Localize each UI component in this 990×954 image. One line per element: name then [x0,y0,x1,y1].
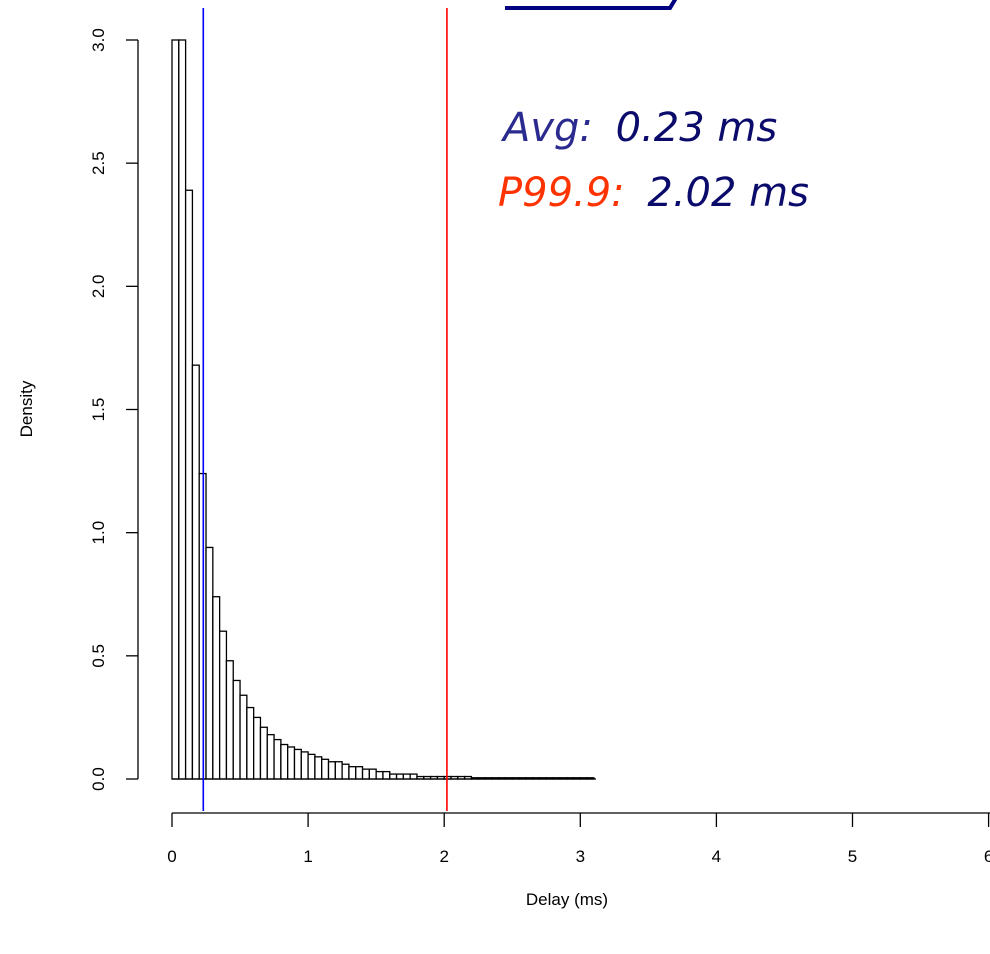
y-tick-label: 3.0 [89,28,108,52]
histogram-bar [171,39,180,780]
histogram-bar [409,773,418,780]
histogram-bar [355,766,364,780]
histogram-bar [389,773,398,780]
x-tick-label: 4 [712,847,721,866]
x-tick-label: 5 [848,847,857,866]
histogram-bar [218,630,228,780]
y-axis-title: Density [17,380,36,437]
y-tick-label: 0.0 [89,767,108,791]
x-tick-label: 3 [576,847,585,866]
histogram-bar [253,716,262,780]
x-tick-label: 1 [303,847,312,866]
histogram-bar [395,773,405,780]
histogram-bar [321,758,330,780]
histogram-bar [280,743,289,780]
histogram-bar [184,189,194,780]
histogram-bar [293,748,302,780]
x-tick-label: 6 [984,847,990,866]
x-axis-title: Delay (ms) [526,890,608,909]
histogram-bar [205,546,214,780]
histogram-bar [178,39,187,780]
x-tick-label: 2 [439,847,448,866]
p999-annotation: P99.9: 2.02 ms [498,170,809,216]
histogram-bar [212,596,221,780]
y-tick-label: 0.5 [89,644,108,668]
histogram-bar [361,768,370,780]
histogram-bar [314,756,323,780]
histogram-bar [191,364,200,780]
histogram-bar [348,766,357,780]
y-tick-label: 2.5 [89,151,108,175]
y-tick-label: 1.0 [89,521,108,545]
histogram-bar [341,763,350,780]
avg-value: 0.23 ms [616,105,778,151]
histogram-bar [368,768,377,780]
histogram-bar [382,770,391,780]
avg-label: Avg: [500,105,593,151]
y-tick-label: 1.5 [89,398,108,422]
histogram-bar [266,734,275,780]
histogram-bar [287,746,296,780]
histogram-bar [246,706,255,780]
y-tick-label: 2.0 [89,275,108,299]
histogram-bar [300,751,309,780]
p999-value: 2.02 ms [647,170,809,216]
reference-lines [202,8,448,811]
histogram-bar [334,761,343,780]
y-axis: 0.0 0.5 1.0 1.5 2.0 2.5 3.0 [89,28,139,791]
histogram-bar [327,761,336,780]
x-axis: 0 1 2 3 4 5 6 [167,812,990,866]
annotations: Avg: 0.23 ms P99.9: 2.02 ms [498,105,809,216]
histogram-bar [307,753,316,780]
histogram-bar [225,660,234,780]
histogram-bar [402,773,411,780]
histogram-bar [259,726,268,780]
title-fragment [505,0,678,10]
x-tick-label: 0 [167,847,176,866]
histogram-bar [273,738,282,780]
histogram-bar [232,679,241,780]
avg-annotation: Avg: 0.23 ms [500,105,777,151]
p999-label: P99.9: [498,170,625,216]
histogram-bars [171,39,595,780]
histogram-bar [239,694,248,780]
histogram-bar [375,770,384,780]
